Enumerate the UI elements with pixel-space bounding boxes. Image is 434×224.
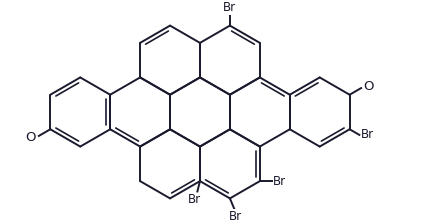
Text: Br: Br bbox=[188, 193, 201, 206]
Text: Br: Br bbox=[360, 128, 373, 141]
Text: Br: Br bbox=[272, 175, 285, 188]
Text: Br: Br bbox=[228, 211, 241, 224]
Text: O: O bbox=[363, 80, 373, 93]
Text: Br: Br bbox=[223, 0, 236, 13]
Text: O: O bbox=[26, 131, 36, 144]
